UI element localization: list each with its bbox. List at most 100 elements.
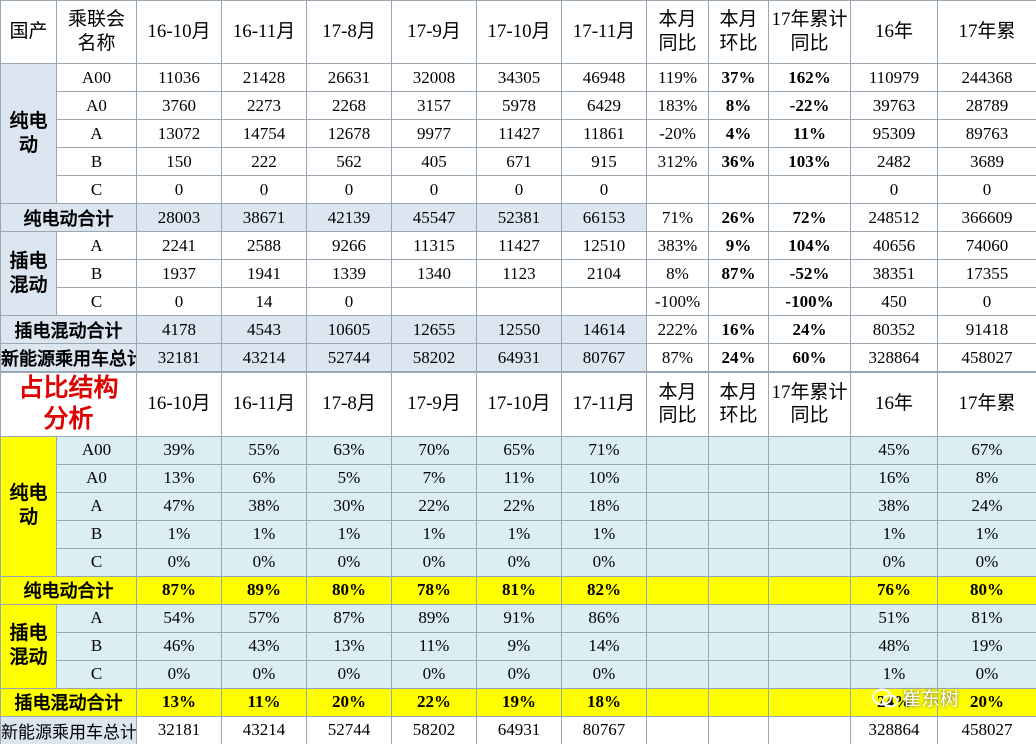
data-row: 纯电动 A00 11036 21428 26631 32008 34305 46948 119%… (0, 63, 1036, 204)
empty-cell (708, 491, 769, 521)
data-cell: 1941 (221, 259, 307, 288)
data-cell: -52% (768, 259, 851, 288)
column-header: 本月环比 (708, 0, 769, 64)
sales-table: 国产 乘联会名称 16-10月 16-11月 17-8月 17-9月 17-10月 17-11… (0, 0, 1036, 372)
row-label: A0 (56, 463, 137, 493)
data-cell: 1123 (476, 259, 562, 288)
empty-cell (768, 175, 851, 204)
data-cell: 38671 (221, 203, 307, 232)
data-cell: 6% (221, 463, 307, 493)
data-cell: 21428 (221, 63, 307, 92)
data-cell: 22% (391, 491, 477, 521)
data-cell: 89% (391, 603, 477, 633)
data-row: 纯电动 A00 39% 55% 63% 70% 65% 71% 45% 67% (0, 435, 1036, 577)
data-cell: 2104 (561, 259, 647, 288)
data-cell: 71% (646, 203, 709, 232)
data-cell: 222% (646, 315, 709, 344)
data-row: B 1% 1% 1% 1% 1% 1% 1% 1% (1, 519, 1036, 549)
row-label: A (56, 231, 137, 260)
data-cell: 915 (561, 147, 647, 176)
data-cell: 0% (561, 547, 647, 577)
data-cell: 13% (136, 687, 222, 717)
data-cell: 4178 (136, 315, 222, 344)
data-cell: 19% (937, 631, 1036, 661)
column-header: 17-9月 (391, 0, 477, 64)
data-cell: 19% (476, 687, 562, 717)
data-row: B 1937 1941 1339 1340 1123 2104 8% 87% -52% 38351 1… (1, 259, 1036, 288)
data-cell: -100% (768, 287, 851, 316)
empty-cell (646, 175, 709, 204)
empty-cell (391, 287, 477, 316)
data-cell: 81% (937, 603, 1036, 633)
watermark-icon (872, 688, 898, 707)
empty-cell (646, 491, 709, 521)
data-cell: 82% (561, 575, 647, 605)
data-cell: 10% (561, 463, 647, 493)
data-cell: 63% (306, 435, 392, 465)
data-cell: 58202 (391, 715, 477, 744)
data-cell: 244368 (937, 63, 1036, 92)
data-cell: 18% (561, 491, 647, 521)
data-cell: 28789 (937, 91, 1036, 120)
column-header: 16-10月 (136, 0, 222, 64)
data-cell: 43214 (221, 343, 307, 372)
group-label: 纯电动 (0, 63, 57, 204)
data-cell: 54% (136, 603, 222, 633)
data-cell: 64931 (476, 343, 562, 372)
data-cell: 9% (708, 231, 769, 260)
data-cell: 328864 (850, 715, 938, 744)
data-cell: 0 (136, 287, 222, 316)
data-cell: 52744 (306, 715, 392, 744)
data-cell: 7% (391, 463, 477, 493)
empty-cell (708, 603, 769, 633)
data-cell: 52381 (476, 203, 562, 232)
column-header: 16-11月 (221, 0, 307, 64)
data-cell: 0% (561, 659, 647, 689)
column-header: 17年累 (937, 372, 1036, 437)
data-cell: 1% (306, 519, 392, 549)
data-cell: 13% (306, 631, 392, 661)
data-cell: 14754 (221, 119, 307, 148)
row-label: B (56, 519, 137, 549)
column-header: 17年累 (937, 0, 1036, 64)
column-header: 17-9月 (391, 372, 477, 437)
data-cell: 11861 (561, 119, 647, 148)
data-cell: 39% (136, 435, 222, 465)
total-label: 插电混动合计 (0, 315, 137, 344)
data-cell: 0 (476, 175, 562, 204)
data-cell: 52744 (306, 343, 392, 372)
data-cell: 87% (306, 603, 392, 633)
data-cell: 64931 (476, 715, 562, 744)
empty-cell (708, 463, 769, 493)
data-cell: 383% (646, 231, 709, 260)
data-cell: 312% (646, 147, 709, 176)
data-cell: 1340 (391, 259, 477, 288)
name-header: 乘联会名称 (56, 0, 137, 64)
data-cell: 450 (850, 287, 938, 316)
data-cell: 11% (391, 631, 477, 661)
data-cell: 0 (306, 287, 392, 316)
data-cell: 1937 (136, 259, 222, 288)
row-label: C (56, 287, 137, 316)
data-cell: 3760 (136, 91, 222, 120)
data-cell: 0% (391, 547, 477, 577)
data-cell: 13072 (136, 119, 222, 148)
data-cell: 20% (306, 687, 392, 717)
data-cell: 16% (850, 463, 938, 493)
column-header: 17-10月 (476, 372, 562, 437)
total-label: 插电混动合计 (0, 687, 137, 717)
empty-cell (768, 687, 851, 717)
watermark-text: 崔东树 (902, 688, 960, 710)
group-label: 插电混动 (0, 231, 57, 316)
data-cell: 0 (221, 175, 307, 204)
data-cell: 0 (937, 287, 1036, 316)
data-cell: 1% (221, 519, 307, 549)
data-cell: 46948 (561, 63, 647, 92)
data-cell: 51% (850, 603, 938, 633)
data-cell: 26% (708, 203, 769, 232)
data-cell: 32181 (136, 715, 222, 744)
header-row: 国产 乘联会名称 16-10月 16-11月 17-8月 17-9月 17-10月 17-11… (0, 0, 1036, 64)
total-row: 新能源乘用车总计 32181 43214 52744 58202 64931 80767 87… (0, 343, 1036, 372)
data-cell: 0% (221, 547, 307, 577)
